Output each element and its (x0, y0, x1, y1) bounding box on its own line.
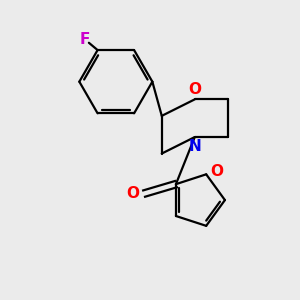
Text: O: O (188, 82, 201, 97)
Text: N: N (188, 140, 201, 154)
Text: O: O (126, 186, 139, 201)
Text: F: F (80, 32, 90, 47)
Text: O: O (210, 164, 223, 179)
